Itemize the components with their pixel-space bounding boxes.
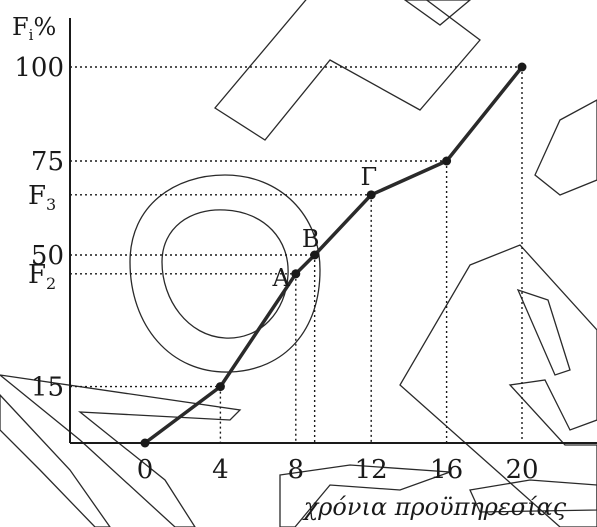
y-title-unit: % [33,13,56,41]
y-mark-label: F2 [28,260,56,293]
watermark-shape [161,209,289,339]
axes [69,18,597,444]
data-point [215,382,225,392]
watermark-shape [516,288,571,376]
data-point [291,269,301,279]
watermark-shape [0,374,242,527]
watermark-shape [214,0,481,141]
y-title-base: F [12,13,29,41]
watermark-shape [279,464,451,527]
data-point [140,438,150,448]
y-tick-label: 100 [14,53,64,83]
y-mark-subscript: 2 [46,274,56,293]
point-label: A [271,264,290,292]
x-tick-label: 4 [212,455,229,485]
x-tick-label: 20 [505,455,538,485]
data-point [517,62,527,72]
watermark-shape [399,244,597,527]
x-tick-label: 16 [430,455,463,485]
data-point [366,190,376,200]
watermark-shape [0,394,111,527]
y-axis-title: Fi% [12,13,56,44]
y-mark-base: F [28,260,46,290]
y-tick-label: 50 [31,241,64,271]
y-mark-subscript: 3 [46,195,56,214]
x-tick-label: 12 [355,455,388,485]
point-labels: AB Γ [271,163,377,292]
watermark-shape [129,174,321,373]
x-tick-label: 0 [137,455,154,485]
y-title-sub: i [29,26,34,44]
series-layer [140,62,527,448]
point-label: B [302,225,320,253]
point-label: Γ [361,163,378,191]
y-mark-base: F [28,181,46,211]
guide-lines [70,66,523,443]
x-axis-title: χρόνια προϋπηρεσίας [302,493,567,521]
y-tick-label: 15 [31,373,64,403]
data-point [310,250,320,260]
watermark-shape [403,0,472,26]
watermark-shape [534,99,597,196]
y-mark-label: F3 [28,181,56,214]
y-tick-label: 75 [31,147,64,177]
data-point [442,156,452,166]
watermark-shape [469,479,597,513]
x-tick-label: 8 [288,455,305,485]
